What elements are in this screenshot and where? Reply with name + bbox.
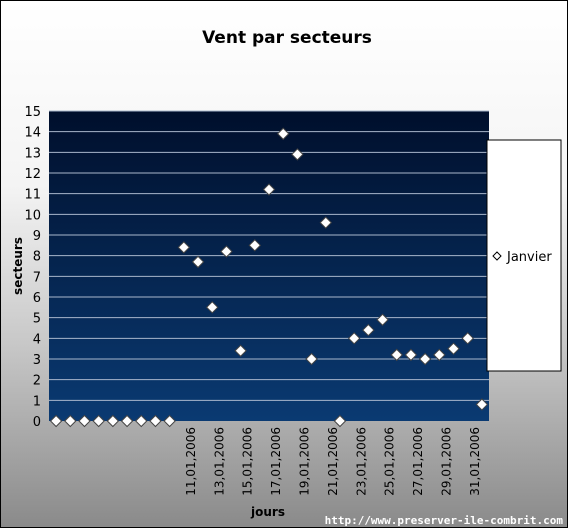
legend-marker (492, 251, 502, 261)
y-tick-label: 1 (33, 394, 41, 409)
data-point (220, 245, 233, 258)
data-point (418, 352, 432, 366)
data-point (78, 414, 91, 428)
data-point (120, 414, 134, 428)
data-point (206, 301, 219, 314)
y-tick-label: 8 (33, 250, 41, 265)
x-tick-label: 27,01,2006 (411, 427, 425, 496)
legend: Janvier (486, 139, 562, 372)
data-point (64, 414, 77, 428)
data-point (461, 332, 474, 345)
y-tick-label: 3 (33, 353, 41, 368)
data-point (447, 342, 460, 355)
data-point (177, 241, 191, 254)
y-tick-label: 6 (33, 291, 41, 306)
data-point (248, 239, 262, 252)
chart-title: Vent par secteurs (202, 28, 372, 48)
x-tick-label: 13,01,2006 (212, 427, 226, 496)
y-tick-label: 15 (24, 105, 41, 120)
data-point (106, 414, 120, 428)
data-point (319, 216, 332, 229)
data-point (433, 348, 446, 362)
y-tick-label: 13 (24, 146, 41, 161)
y-tick-label: 9 (33, 229, 41, 244)
x-tick-label: 11,01,2006 (184, 427, 198, 496)
y-tick-label: 4 (33, 332, 41, 347)
y-tick-label: 5 (33, 312, 41, 327)
x-tick-label: 17,01,2006 (269, 427, 283, 496)
data-point (135, 414, 148, 428)
data-point (347, 332, 361, 345)
x-tick-label: 31,01,2006 (468, 427, 482, 496)
data-point (291, 148, 304, 161)
data-point (92, 414, 105, 428)
x-axis-label: jours (250, 505, 285, 519)
x-tick-label: 23,01,2006 (354, 427, 368, 496)
grid-lines (49, 110, 489, 401)
x-tick-label: 19,01,2006 (297, 427, 311, 496)
data-point (333, 414, 347, 428)
data-point (191, 255, 205, 269)
y-tick-label: 2 (33, 374, 41, 389)
data-point (305, 352, 318, 366)
data-point (362, 323, 375, 337)
x-tick-label: 29,01,2006 (439, 427, 453, 496)
data-point (262, 183, 276, 196)
x-tick-label: 25,01,2006 (383, 427, 397, 496)
data-point (163, 414, 176, 428)
legend-entry-janvier: Janvier (506, 250, 552, 265)
data-point (234, 344, 247, 357)
y-tick-label: 12 (24, 167, 41, 182)
y-tick-label: 11 (24, 188, 41, 203)
data-point (404, 348, 418, 362)
y-tick-label: 7 (33, 270, 41, 285)
y-tick-label: 14 (24, 126, 41, 141)
plot-area (49, 111, 489, 421)
data-point (475, 398, 489, 411)
y-tick-label: 0 (33, 415, 41, 430)
data-point (390, 348, 403, 362)
data-point (276, 127, 290, 140)
watermark: http://www.preserver-ile-combrit.com (325, 514, 564, 527)
data-point (49, 414, 63, 428)
y-tick-label: 10 (24, 208, 41, 223)
data-points (49, 127, 489, 428)
x-tick-label: 15,01,2006 (241, 427, 255, 496)
data-point (376, 313, 389, 326)
x-tick-label: 21,01,2006 (326, 427, 340, 496)
data-point (149, 414, 162, 428)
y-axis-label: secteurs (11, 237, 25, 295)
x-axis-ticks: 11,01,2006 13,01,2006 15,01,2006 17,01,2006… (184, 427, 482, 496)
